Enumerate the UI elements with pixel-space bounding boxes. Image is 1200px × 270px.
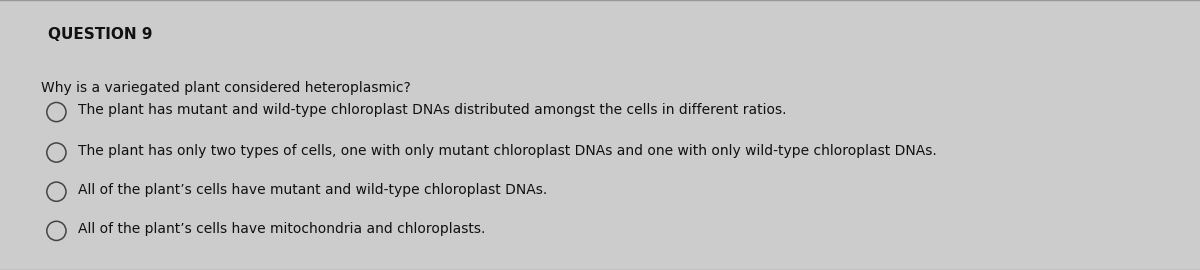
Text: All of the plant’s cells have mitochondria and chloroplasts.: All of the plant’s cells have mitochondr… <box>78 222 485 236</box>
Text: The plant has mutant and wild-type chloroplast DNAs distributed amongst the cell: The plant has mutant and wild-type chlor… <box>78 103 786 117</box>
Text: Why is a variegated plant considered heteroplasmic?: Why is a variegated plant considered het… <box>41 81 410 95</box>
Text: All of the plant’s cells have mutant and wild-type chloroplast DNAs.: All of the plant’s cells have mutant and… <box>78 183 547 197</box>
Text: QUESTION 9: QUESTION 9 <box>48 27 152 42</box>
Text: The plant has only two types of cells, one with only mutant chloroplast DNAs and: The plant has only two types of cells, o… <box>78 144 937 158</box>
